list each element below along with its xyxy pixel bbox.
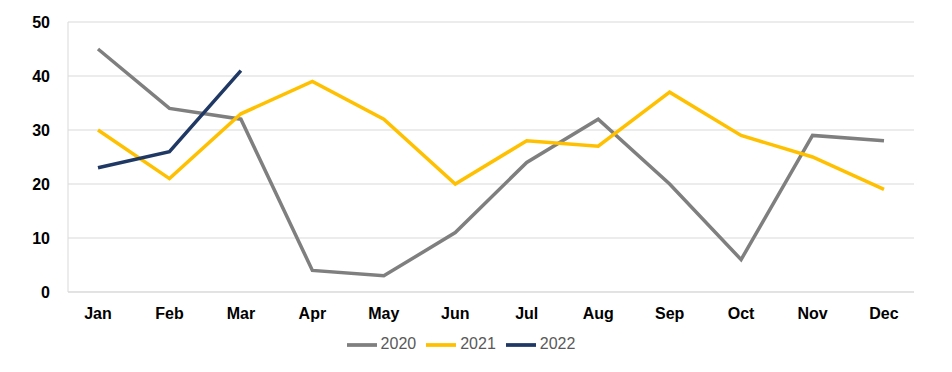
svg-text:Jul: Jul [515, 305, 538, 322]
svg-text:0: 0 [41, 284, 50, 301]
svg-text:Dec: Dec [869, 305, 898, 322]
svg-text:10: 10 [32, 230, 50, 247]
svg-text:40: 40 [32, 68, 50, 85]
svg-text:50: 50 [32, 14, 50, 31]
svg-text:Apr: Apr [299, 305, 327, 322]
svg-text:Sep: Sep [655, 305, 685, 322]
html-text:2020: 2020 [380, 335, 417, 353]
svg-text:Aug: Aug [583, 305, 614, 322]
svg-text:20: 20 [32, 176, 50, 193]
html-text:2021: 2021 [460, 335, 496, 353]
svg-text:30: 30 [32, 122, 50, 139]
svg-text:Feb: Feb [155, 305, 184, 322]
svg-text:Oct: Oct [728, 305, 755, 322]
svg-text:Jan: Jan [84, 305, 112, 322]
svg-text:Mar: Mar [227, 305, 255, 322]
svg-text:Nov: Nov [797, 305, 827, 322]
svg-text:May: May [368, 305, 399, 322]
html-text:2022: 2022 [539, 335, 576, 353]
svg-text:Jun: Jun [441, 305, 469, 322]
